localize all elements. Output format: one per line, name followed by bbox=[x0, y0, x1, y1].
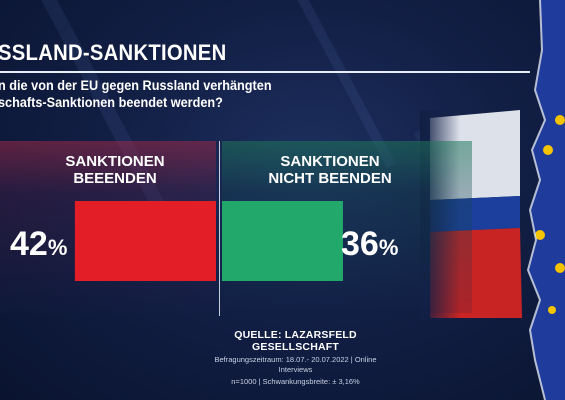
category-label-line: SANKTIONEN bbox=[280, 153, 380, 170]
category-label-end-sanctions: SANKTIONEN BEEENDEN bbox=[40, 153, 190, 187]
source-detail: Befragungszeitraum: 18.07.- 20.07.2022 |… bbox=[214, 355, 377, 374]
source-detail: n=1000 | Schwankungsbreite: ± 3,16% bbox=[231, 377, 360, 386]
category-label-line: BEEENDEN bbox=[73, 170, 157, 187]
value-number: 36 bbox=[341, 225, 379, 263]
value-label-keep-sanctions: 36% bbox=[341, 224, 398, 268]
center-divider bbox=[219, 141, 220, 316]
source-label: QUELLE: LAZARSFELD GESELLSCHAFT bbox=[234, 329, 357, 353]
value-unit: % bbox=[378, 235, 399, 260]
category-label-line: NICHT BEENDEN bbox=[268, 170, 392, 187]
bar-end-sanctions bbox=[74, 201, 216, 281]
title-divider bbox=[0, 71, 530, 73]
source-block: QUELLE: LAZARSFELD GESELLSCHAFT Befragun… bbox=[198, 329, 393, 387]
bar-keep-sanctions bbox=[222, 201, 343, 281]
page-title: SSLAND-SANKTIONEN bbox=[0, 40, 227, 65]
survey-question: n die von der EU gegen Russland verhängt… bbox=[0, 77, 393, 111]
value-unit: % bbox=[47, 235, 68, 260]
value-label-end-sanctions: 42% bbox=[10, 224, 67, 268]
eu-flag-icon bbox=[526, 0, 565, 400]
value-number: 42 bbox=[10, 225, 48, 263]
question-line: n die von der EU gegen Russland verhängt… bbox=[0, 78, 272, 93]
question-line: schafts-Sanktionen beendet werden? bbox=[0, 95, 223, 110]
category-label-keep-sanctions: SANKTIONEN NICHT BEENDEN bbox=[240, 153, 420, 187]
category-label-line: SANKTIONEN bbox=[65, 153, 165, 170]
